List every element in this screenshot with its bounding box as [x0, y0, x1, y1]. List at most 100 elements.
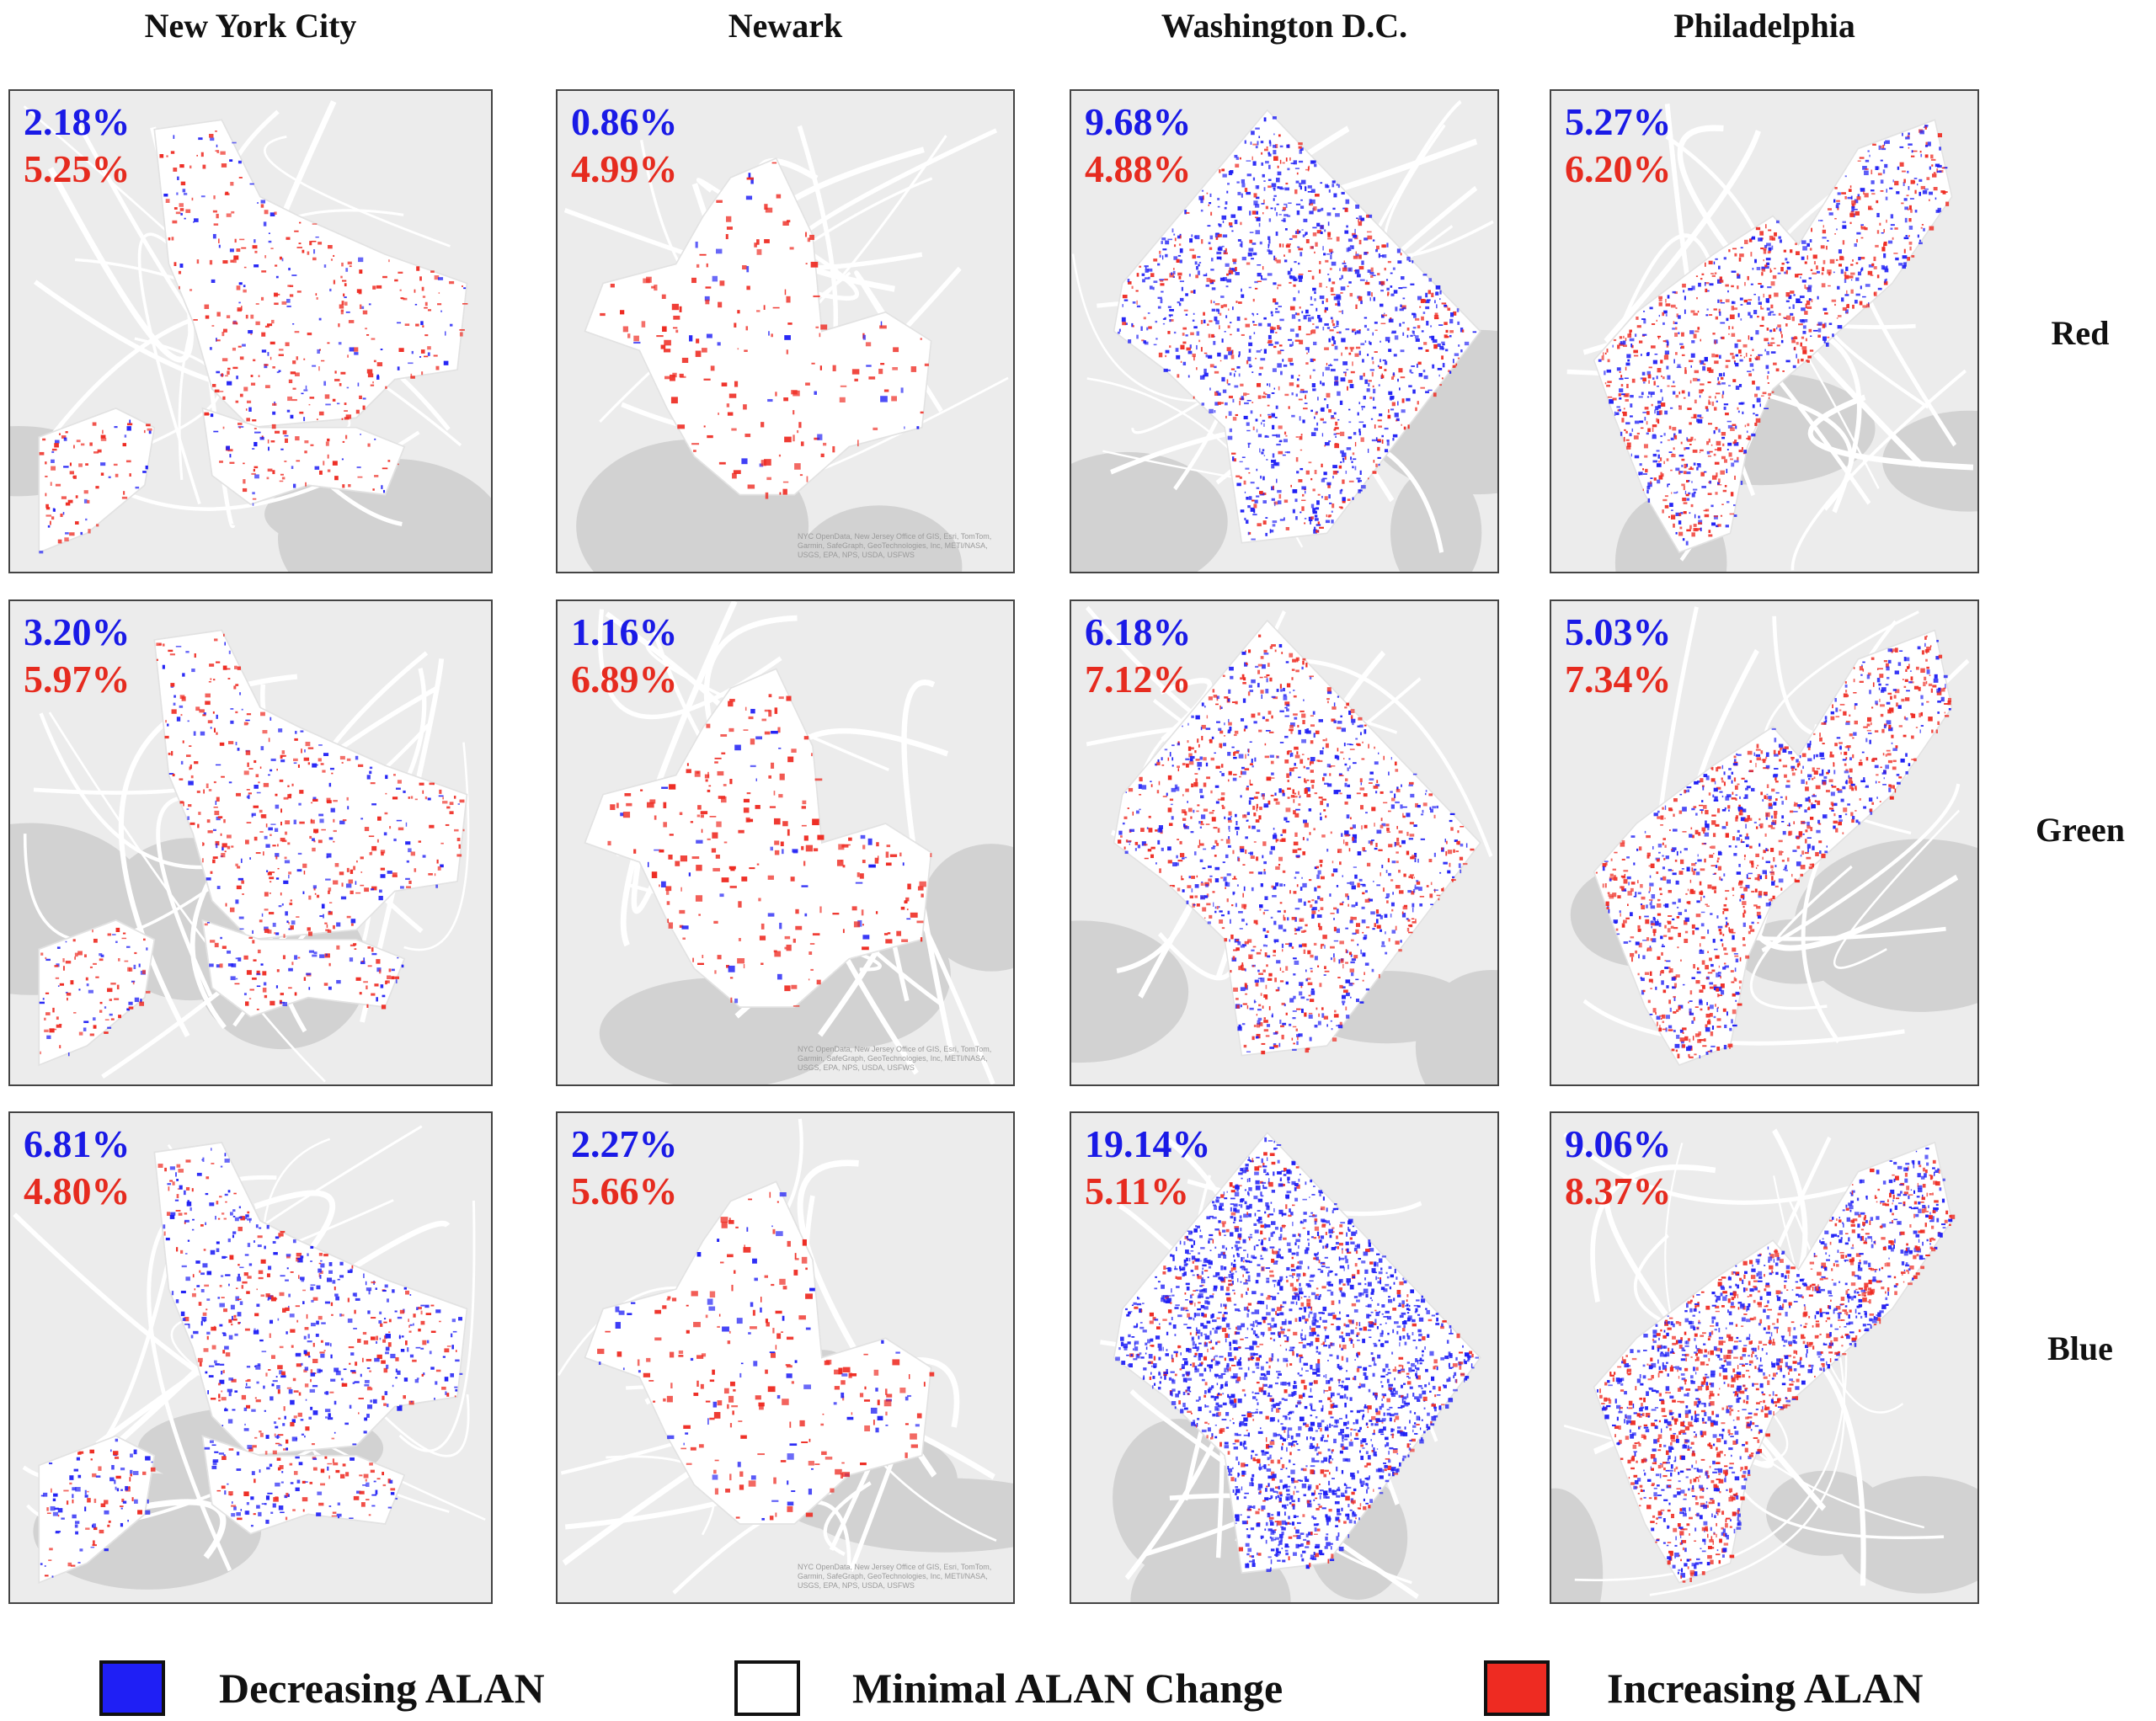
decreasing-percentage: 1.16% — [571, 610, 678, 653]
decrease-mark — [1326, 803, 1329, 807]
decrease-mark — [1372, 388, 1376, 394]
decrease-mark — [1401, 409, 1406, 413]
decrease-mark — [1667, 483, 1668, 488]
decrease-mark — [304, 749, 306, 753]
increase-mark — [346, 758, 351, 761]
decrease-mark — [1356, 274, 1361, 278]
increase-mark — [1198, 743, 1200, 748]
decrease-mark — [1650, 393, 1652, 398]
decrease-mark — [1210, 258, 1214, 262]
decrease-mark — [319, 818, 324, 823]
decrease-mark — [1302, 882, 1307, 888]
increase-mark — [225, 903, 227, 907]
decrease-mark — [1449, 819, 1453, 823]
increase-mark — [271, 424, 276, 429]
increase-mark — [185, 209, 191, 213]
increase-mark — [820, 453, 825, 457]
increase-mark — [1375, 463, 1378, 467]
decrease-mark — [1855, 293, 1860, 296]
decrease-mark — [382, 994, 386, 998]
increase-mark — [283, 797, 289, 800]
increase-mark — [196, 790, 200, 793]
increase-mark — [316, 894, 320, 898]
increase-mark — [344, 402, 347, 406]
increase-mark — [1821, 283, 1826, 288]
decrease-mark — [1236, 181, 1240, 184]
increase-mark — [1740, 354, 1742, 357]
increase-mark — [1337, 748, 1339, 752]
increase-mark — [1932, 173, 1937, 178]
decrease-mark — [1358, 350, 1362, 355]
increase-mark — [1773, 362, 1777, 365]
increase-mark — [1851, 200, 1856, 205]
increase-mark — [243, 770, 249, 775]
decrease-mark — [620, 813, 624, 817]
increase-mark — [1276, 259, 1281, 264]
decrease-mark — [1268, 239, 1271, 244]
decrease-mark — [314, 466, 320, 470]
increase-mark — [1244, 940, 1249, 945]
increase-mark — [1345, 949, 1348, 953]
increase-mark — [1748, 373, 1753, 376]
decrease-mark — [176, 717, 181, 722]
increase-mark — [371, 886, 377, 891]
increase-mark — [324, 922, 328, 924]
increase-mark — [1343, 260, 1346, 264]
increase-mark — [1689, 466, 1693, 471]
increase-mark — [1283, 431, 1287, 435]
decrease-mark — [1266, 1024, 1271, 1027]
decrease-mark — [1244, 402, 1249, 405]
decrease-mark — [768, 331, 770, 336]
decrease-mark — [167, 723, 169, 727]
decrease-mark — [866, 365, 872, 367]
increase-mark — [1681, 458, 1685, 461]
decrease-mark — [380, 874, 386, 878]
increase-mark — [1295, 456, 1299, 462]
increase-mark — [1623, 394, 1628, 397]
decrease-mark — [1381, 865, 1384, 869]
decrease-mark — [242, 344, 246, 347]
increase-mark — [57, 539, 62, 544]
increase-mark — [1288, 358, 1294, 362]
increase-mark — [45, 992, 50, 994]
decrease-mark — [1289, 942, 1293, 947]
increase-mark — [1848, 189, 1852, 192]
increase-mark — [1342, 267, 1348, 272]
increase-mark — [399, 289, 402, 291]
increase-mark — [1678, 531, 1684, 536]
increase-mark — [243, 722, 248, 726]
increase-mark — [203, 842, 205, 846]
increase-mark — [424, 301, 428, 306]
increase-mark — [1378, 973, 1380, 978]
decrease-mark — [323, 264, 327, 268]
increase-mark — [251, 472, 256, 475]
increase-mark — [1321, 876, 1325, 880]
increase-mark — [1188, 760, 1194, 765]
basemap-road — [156, 795, 213, 997]
increase-mark — [1296, 658, 1299, 663]
increase-mark — [99, 1001, 103, 1004]
increase-mark — [286, 237, 291, 240]
decrease-mark — [1362, 359, 1364, 363]
decrease-mark — [1396, 418, 1400, 422]
increase-mark — [854, 378, 858, 381]
decrease-mark — [1861, 267, 1864, 271]
increase-mark — [1631, 378, 1636, 383]
increase-mark — [738, 901, 742, 908]
increase-mark — [338, 323, 340, 328]
increase-mark — [221, 373, 224, 377]
increase-mark — [1733, 360, 1736, 362]
decrease-mark — [1333, 381, 1339, 386]
increase-mark — [1425, 349, 1429, 352]
decrease-mark — [1616, 367, 1621, 371]
increase-mark — [1921, 224, 1924, 226]
decrease-mark — [1262, 476, 1265, 481]
decrease-mark — [1779, 239, 1782, 243]
decrease-mark — [1321, 495, 1323, 498]
increase-mark — [435, 365, 440, 370]
increase-mark — [1290, 730, 1293, 734]
increase-mark — [1666, 344, 1669, 348]
decrease-mark — [1331, 415, 1334, 418]
decrease-mark — [900, 387, 904, 393]
decrease-mark — [1332, 476, 1334, 479]
